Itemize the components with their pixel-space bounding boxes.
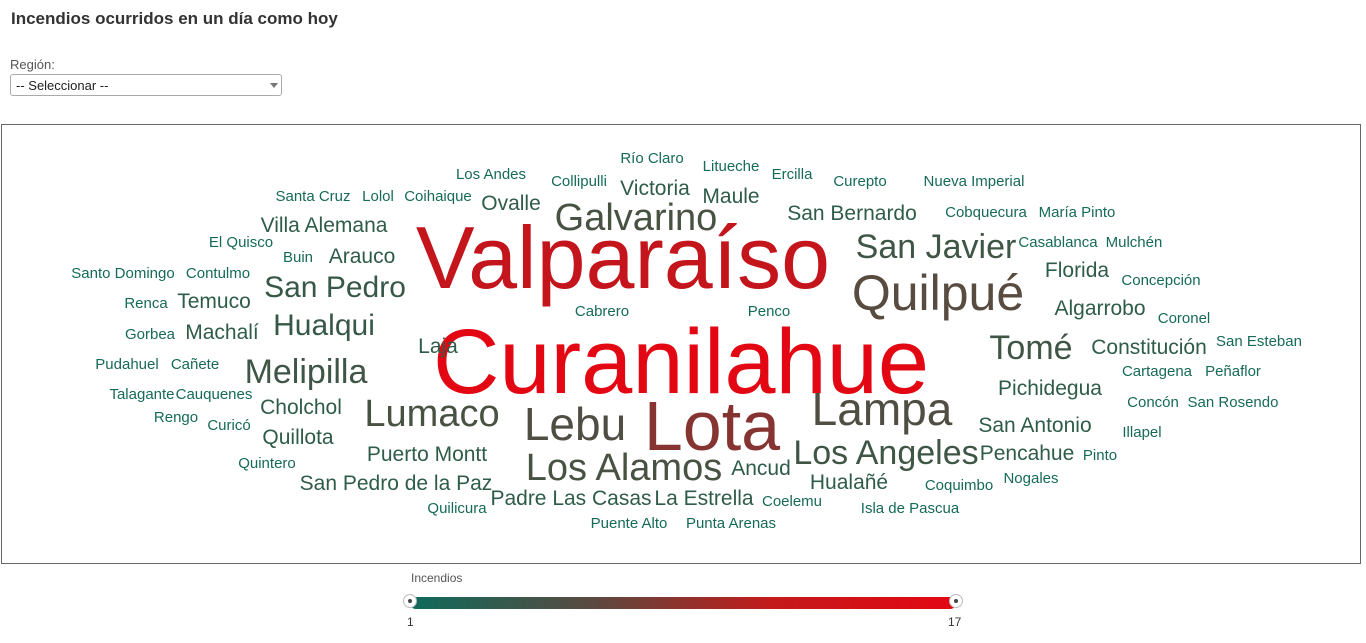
word-melipilla[interactable]: Melipilla xyxy=(245,353,368,391)
word-litueche[interactable]: Litueche xyxy=(703,158,760,175)
word-valparaíso[interactable]: Valparaíso xyxy=(416,208,830,307)
word-la-estrella[interactable]: La Estrella xyxy=(654,487,754,510)
word-lampa[interactable]: Lampa xyxy=(812,383,953,435)
word-el-quisco[interactable]: El Quisco xyxy=(209,234,273,251)
word-concepción[interactable]: Concepción xyxy=(1121,272,1200,289)
word-lumaco[interactable]: Lumaco xyxy=(364,393,499,435)
word-isla-de-pascua[interactable]: Isla de Pascua xyxy=(861,500,960,517)
word-santa-cruz[interactable]: Santa Cruz xyxy=(275,188,350,205)
word-quilpué[interactable]: Quilpué xyxy=(852,265,1024,321)
word-mulchén[interactable]: Mulchén xyxy=(1106,234,1163,251)
word-cartagena[interactable]: Cartagena xyxy=(1122,363,1193,380)
word-puente-alto[interactable]: Puente Alto xyxy=(591,515,668,532)
word-hualqui[interactable]: Hualqui xyxy=(273,309,375,342)
word-quilicura[interactable]: Quilicura xyxy=(427,500,487,517)
word-temuco[interactable]: Temuco xyxy=(177,290,251,313)
legend-min-handle[interactable] xyxy=(403,594,417,608)
word-constitución[interactable]: Constitución xyxy=(1091,336,1207,359)
word-gorbea[interactable]: Gorbea xyxy=(125,326,176,343)
page-title: Incendios ocurridos en un día como hoy xyxy=(11,9,338,28)
word-san-rosendo[interactable]: San Rosendo xyxy=(1188,394,1279,411)
word-padre-las-casas[interactable]: Padre Las Casas xyxy=(490,487,651,510)
word-victoria[interactable]: Victoria xyxy=(620,177,690,200)
word-algarrobo[interactable]: Algarrobo xyxy=(1054,297,1145,320)
word-pinto[interactable]: Pinto xyxy=(1083,447,1117,464)
word-ancud[interactable]: Ancud xyxy=(731,457,791,480)
word-concón[interactable]: Concón xyxy=(1127,394,1179,411)
word-buin[interactable]: Buin xyxy=(283,249,313,266)
word-penco[interactable]: Penco xyxy=(748,303,791,320)
word-cauquenes[interactable]: Cauquenes xyxy=(176,386,253,403)
word-san-bernardo[interactable]: San Bernardo xyxy=(787,202,917,225)
word-san-esteban[interactable]: San Esteban xyxy=(1216,333,1302,350)
legend-max-handle[interactable] xyxy=(949,594,963,608)
word-los-alamos[interactable]: Los Alamos xyxy=(526,447,722,489)
word-rengo[interactable]: Rengo xyxy=(154,409,198,426)
word-los-andes[interactable]: Los Andes xyxy=(456,166,526,183)
word-pudahuel[interactable]: Pudahuel xyxy=(95,356,158,373)
word-talagante[interactable]: Talagante xyxy=(109,386,174,403)
word-peñaflor[interactable]: Peñaflor xyxy=(1205,363,1261,380)
word-villa-alemana[interactable]: Villa Alemana xyxy=(261,214,388,237)
word-san-pedro-de-la-paz[interactable]: San Pedro de la Paz xyxy=(300,472,493,495)
region-select-value: -- Seleccionar -- xyxy=(16,78,109,93)
word-coronel[interactable]: Coronel xyxy=(1158,310,1211,327)
word-coquimbo[interactable]: Coquimbo xyxy=(925,477,993,494)
word-pichidegua[interactable]: Pichidegua xyxy=(998,377,1102,400)
word-collipulli[interactable]: Collipulli xyxy=(551,173,607,190)
word-los-angeles[interactable]: Los Angeles xyxy=(793,434,978,472)
word-galvarino[interactable]: Galvarino xyxy=(555,197,718,239)
word-san-pedro[interactable]: San Pedro xyxy=(264,271,406,304)
legend-title: Incendios xyxy=(411,571,463,585)
word-san-javier[interactable]: San Javier xyxy=(856,228,1017,266)
word-punta-arenas[interactable]: Punta Arenas xyxy=(686,515,776,532)
word-lolol[interactable]: Lolol xyxy=(362,188,394,205)
word-coelemu[interactable]: Coelemu xyxy=(762,493,822,510)
word-puerto-montt[interactable]: Puerto Montt xyxy=(367,443,487,466)
word-cabrero[interactable]: Cabrero xyxy=(575,303,629,320)
word-quintero[interactable]: Quintero xyxy=(238,455,296,472)
word-nueva-imperial[interactable]: Nueva Imperial xyxy=(924,173,1025,190)
legend-color-scale xyxy=(410,597,956,609)
word-curicó[interactable]: Curicó xyxy=(207,417,250,434)
legend-min-label: 1 xyxy=(407,615,414,629)
word-nogales[interactable]: Nogales xyxy=(1003,470,1058,487)
word-quillota[interactable]: Quillota xyxy=(262,426,334,449)
word-curepto[interactable]: Curepto xyxy=(833,173,886,190)
word-pencahue[interactable]: Pencahue xyxy=(980,442,1075,465)
word-illapel[interactable]: Illapel xyxy=(1122,424,1161,441)
word-laja[interactable]: Laja xyxy=(418,335,458,358)
word-arauco[interactable]: Arauco xyxy=(329,245,396,268)
word-florida[interactable]: Florida xyxy=(1045,259,1110,282)
word-renca[interactable]: Renca xyxy=(124,295,168,312)
region-select[interactable]: -- Seleccionar -- xyxy=(10,74,282,96)
word-cholchol[interactable]: Cholchol xyxy=(260,396,342,419)
word-casablanca[interactable]: Casablanca xyxy=(1018,234,1098,251)
region-label: Región: xyxy=(10,57,55,72)
chevron-down-icon xyxy=(270,83,278,88)
word-lebu[interactable]: Lebu xyxy=(524,398,626,450)
word-contulmo[interactable]: Contulmo xyxy=(186,265,250,282)
word-machalí[interactable]: Machalí xyxy=(185,321,259,344)
word-lota[interactable]: Lota xyxy=(644,387,780,465)
word-cloud-panel: Curanilahue Valparaíso Lota Quilpué Lebu Lamp… xyxy=(1,124,1361,564)
legend-max-label: 17 xyxy=(948,615,962,629)
word-tomé[interactable]: Tomé xyxy=(989,329,1072,367)
word-curanilahue[interactable]: Curanilahue xyxy=(433,311,929,413)
word-cobquecura[interactable]: Cobquecura xyxy=(945,204,1027,221)
word-maule[interactable]: Maule xyxy=(702,185,759,208)
word-río-claro[interactable]: Río Claro xyxy=(620,150,683,167)
word-santo-domingo[interactable]: Santo Domingo xyxy=(71,265,174,282)
word-coihaique[interactable]: Coihaique xyxy=(404,188,472,205)
word-maría-pinto[interactable]: María Pinto xyxy=(1039,204,1116,221)
word-hualañé[interactable]: Hualañé xyxy=(810,471,888,494)
word-san-antonio[interactable]: San Antonio xyxy=(978,414,1091,437)
word-ovalle[interactable]: Ovalle xyxy=(481,192,541,215)
word-ercilla[interactable]: Ercilla xyxy=(772,166,813,183)
word-cañete[interactable]: Cañete xyxy=(171,356,219,373)
